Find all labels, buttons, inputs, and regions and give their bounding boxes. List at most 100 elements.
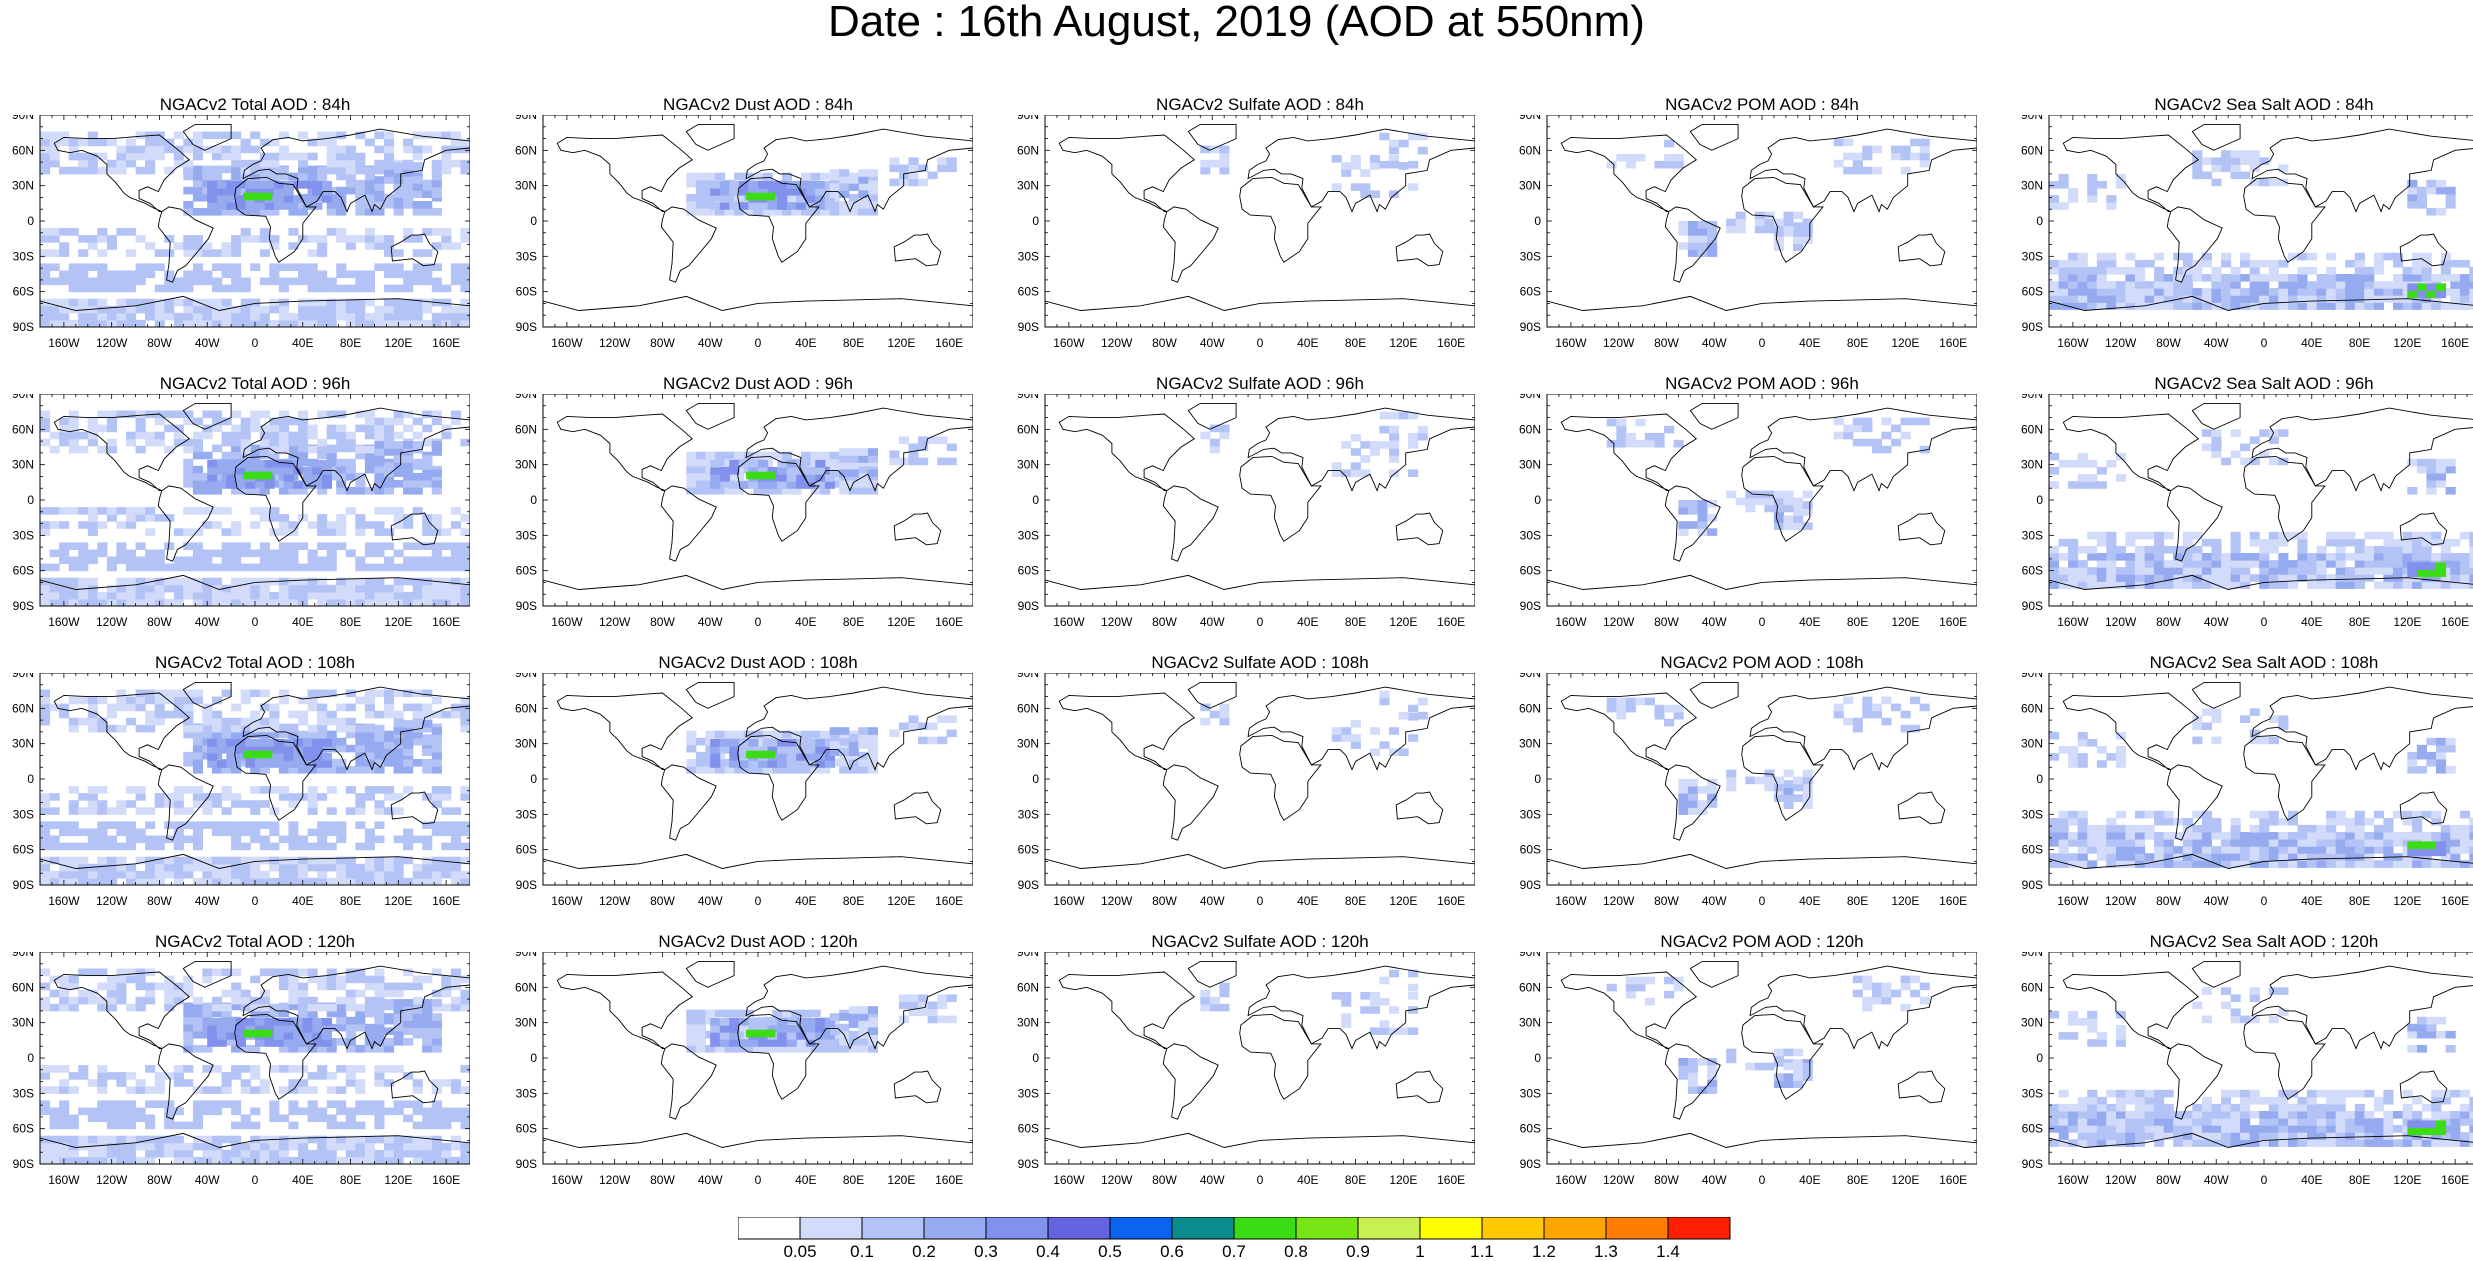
aod-cell	[1773, 497, 1784, 506]
axis-ticks	[542, 115, 973, 328]
page-title: Date : 16th August, 2019 (AOD at 550nm)	[828, 0, 1645, 46]
aod-cell	[2125, 252, 2136, 261]
coastline	[737, 455, 820, 542]
aod-cell	[240, 487, 251, 495]
aod-cell	[326, 451, 337, 460]
aod-cell	[695, 451, 706, 460]
aod-cell	[2345, 295, 2356, 303]
aod-cell	[1379, 411, 1390, 420]
aod-cell	[49, 305, 60, 314]
aod-cell	[183, 305, 194, 314]
aod-cell	[317, 445, 328, 454]
aod-cell	[1852, 417, 1863, 426]
lat-label: 60N	[1017, 143, 1039, 157]
aod-cell	[126, 507, 137, 515]
aod-cell	[126, 312, 137, 321]
aod-cell	[393, 870, 404, 879]
aod-cell	[1219, 166, 1230, 175]
aod-cell	[307, 800, 318, 808]
aod-cell	[729, 481, 740, 489]
aod-cell	[345, 584, 356, 593]
aod-cell	[2316, 567, 2327, 575]
aod-cell	[164, 563, 175, 572]
aod-cell	[2407, 562, 2418, 570]
aod-cell	[312, 739, 323, 747]
aod-cell	[1350, 162, 1361, 170]
aod-cell	[192, 242, 203, 250]
aod-cell	[245, 467, 256, 475]
aod-cell	[374, 766, 385, 774]
aod-cell	[393, 417, 404, 426]
aod-cell	[786, 202, 797, 210]
aod-cell	[173, 591, 184, 600]
aod-cell	[374, 598, 385, 607]
aod-cell	[183, 807, 194, 815]
aod-cell	[384, 417, 395, 426]
aod-cell	[2436, 283, 2447, 291]
aod-cell	[2058, 274, 2069, 282]
aod-cell	[126, 786, 137, 794]
aod-cell	[49, 703, 60, 712]
aod-cell	[1389, 425, 1400, 434]
aod-cell	[2154, 574, 2165, 582]
aod-cell	[345, 312, 356, 321]
aod-cell	[2106, 288, 2117, 296]
aod-cell	[240, 431, 251, 440]
aod-cell	[1687, 521, 1698, 529]
aod-cell	[2412, 259, 2423, 268]
coastline	[1664, 485, 1721, 562]
lon-label: 80W	[2156, 615, 2181, 629]
aod-cell	[173, 131, 184, 140]
aod-cell	[2058, 281, 2069, 289]
lat-label: 0	[2036, 214, 2043, 228]
aod-cell	[364, 835, 375, 844]
aod-cell	[192, 751, 203, 760]
aod-cell	[2201, 581, 2212, 589]
aod-cell	[226, 460, 237, 468]
aod-cell	[1707, 249, 1718, 257]
aod-cell	[1900, 145, 1911, 154]
aod-cell	[97, 424, 108, 433]
aod-cell	[1398, 411, 1409, 420]
aod-cell	[2115, 567, 2126, 575]
aod-cell	[2096, 581, 2107, 589]
aod-cell	[250, 710, 261, 719]
aod-cell	[231, 591, 242, 600]
aod-cell	[1350, 448, 1361, 456]
aod-cell	[908, 171, 919, 180]
aod-cell	[154, 835, 165, 844]
aod-cell	[441, 563, 452, 572]
aod-cell	[2192, 266, 2203, 275]
aod-cell	[164, 235, 175, 243]
aod-cell	[2268, 295, 2279, 303]
aod-cell	[422, 179, 433, 188]
lon-label: 80E	[1345, 336, 1366, 350]
aod-cell	[231, 703, 242, 712]
aod-cell	[269, 438, 280, 447]
aod-cell	[298, 487, 309, 495]
lat-label: 60S	[516, 564, 537, 578]
aod-cell	[2163, 288, 2174, 296]
lon-label: 120W	[599, 336, 631, 350]
aod-cell	[192, 465, 203, 474]
aod-cell	[240, 689, 251, 698]
aod-cell	[216, 202, 227, 210]
aod-cell	[2077, 574, 2088, 582]
aod-cell	[374, 176, 385, 184]
aod-cell	[422, 870, 433, 879]
aod-cell	[1606, 160, 1617, 169]
aod-cell	[307, 793, 318, 801]
aod-cell	[2459, 560, 2470, 568]
lat-label: 60N	[12, 143, 34, 157]
coastline	[1162, 485, 1219, 562]
aod-cell	[97, 277, 108, 286]
aod-cell	[412, 277, 423, 286]
aod-cell	[786, 460, 797, 468]
aod-cell	[135, 591, 146, 600]
aod-cell	[2268, 581, 2279, 589]
aod-cell	[250, 591, 261, 600]
aod-cell	[259, 800, 270, 808]
aod-cell	[302, 746, 313, 754]
aod-cell	[116, 724, 127, 733]
aod-cell	[49, 249, 60, 257]
